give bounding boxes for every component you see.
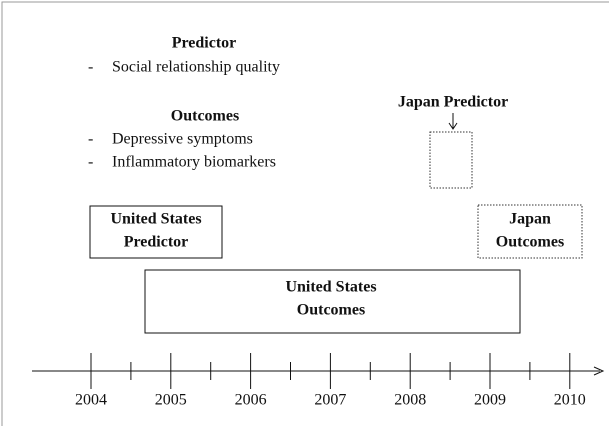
japan-predictor-box <box>429 131 473 189</box>
year-label: 2007 <box>314 392 346 409</box>
bullet: - <box>88 131 93 148</box>
arrow-head <box>448 122 458 130</box>
predictor-heading: Predictor <box>172 35 237 52</box>
box-label: Outcomes <box>297 302 365 319</box>
axis-arrow <box>593 366 605 376</box>
us-predictor-box <box>89 205 223 259</box>
year-label: 2010 <box>554 392 586 409</box>
box-label: United States <box>110 211 201 228</box>
year-label: 2009 <box>474 392 506 409</box>
outcomes-heading: Outcomes <box>171 108 239 125</box>
year-label: 2004 <box>75 392 107 409</box>
box-label: Japan <box>509 211 551 228</box>
box-label: Outcomes <box>496 234 564 251</box>
year-label: 2006 <box>235 392 267 409</box>
predictor-item: Social relationship quality <box>112 59 280 76</box>
timeline: 2004 2005 2006 2007 2008 2009 2010 <box>32 353 605 409</box>
us-outcomes-box <box>144 269 521 334</box>
bullet: - <box>88 59 93 76</box>
box-label: Predictor <box>124 234 189 251</box>
year-label: 2005 <box>155 392 187 409</box>
outcomes-item: Inflammatory biomarkers <box>112 154 276 171</box>
japan-outcomes-box <box>477 204 583 259</box>
box-label: United States <box>285 279 376 296</box>
japan-predictor-label: Japan Predictor <box>398 94 508 111</box>
outcomes-item: Depressive symptoms <box>112 131 253 148</box>
bullet: - <box>88 154 93 171</box>
year-label: 2008 <box>394 392 426 409</box>
